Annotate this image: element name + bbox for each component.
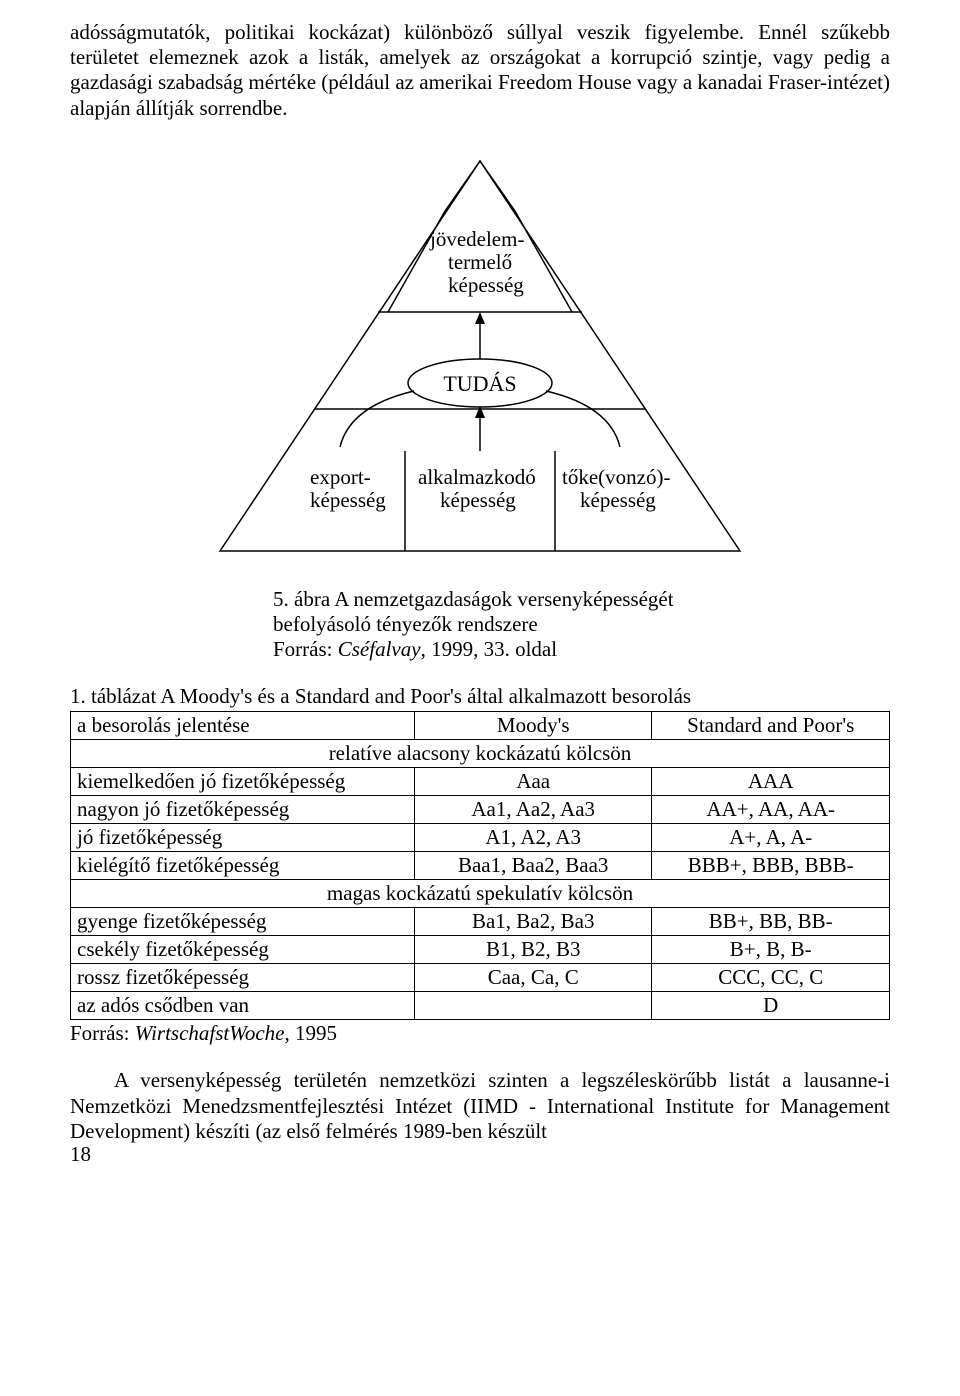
table-cell: rossz fizetőképesség [71, 964, 415, 992]
table-section: relatíve alacsony kockázatú kölcsön [71, 740, 890, 768]
figure-source-prefix: Forrás: [273, 637, 338, 661]
table-cell: BBB+, BBB, BBB- [652, 852, 890, 880]
table-cell: CCC, CC, C [652, 964, 890, 992]
table-cell: Caa, Ca, C [414, 964, 652, 992]
table-cell: AA+, AA, AA- [652, 796, 890, 824]
table-cell: Ba1, Ba2, Ba3 [414, 908, 652, 936]
table-cell: jó fizetőképesség [71, 824, 415, 852]
table-cell: Standard and Poor's [652, 712, 890, 740]
svg-text:export-: export- [310, 465, 371, 489]
figure-source-suffix: , 1999, 33. oldal [421, 637, 558, 661]
svg-text:TUDÁS: TUDÁS [443, 371, 516, 396]
table-cell: B1, B2, B3 [414, 936, 652, 964]
table-cell: kiemelkedően jó fizetőképesség [71, 768, 415, 796]
table-source: Forrás: WirtschafstWoche, 1995 [70, 1021, 890, 1046]
table-cell: B+, B, B- [652, 936, 890, 964]
table-source-prefix: Forrás: [70, 1021, 135, 1045]
table-cell: gyenge fizetőképesség [71, 908, 415, 936]
table-cell: D [652, 992, 890, 1020]
table-cell: AAA [652, 768, 890, 796]
figure-caption: 5. ábra A nemzetgazdaságok versenyképess… [193, 587, 767, 663]
table-cell [414, 992, 652, 1020]
svg-text:képesség: képesség [440, 488, 516, 512]
table-cell: kielégítő fizetőképesség [71, 852, 415, 880]
ratings-table: a besorolás jelentéseMoody'sStandard and… [70, 711, 890, 1020]
table-source-suffix: , 1995 [284, 1021, 337, 1045]
pyramid-diagram: TUDÁS jövedelem- termelő képesség export… [70, 151, 890, 571]
table-cell: csekély fizetőképesség [71, 936, 415, 964]
svg-text:képesség: képesség [310, 488, 386, 512]
table-cell: A+, A, A- [652, 824, 890, 852]
svg-text:képesség: képesség [448, 273, 524, 297]
table-source-name: WirtschafstWoche [135, 1021, 285, 1045]
svg-text:alkalmazkodó: alkalmazkodó [418, 465, 536, 489]
figure-source-name: Cséfalvay [338, 637, 421, 661]
table-section: magas kockázatú spekulatív kölcsön [71, 880, 890, 908]
svg-text:tőke(vonzó)-: tőke(vonzó)- [562, 465, 670, 489]
table-cell: Aa1, Aa2, Aa3 [414, 796, 652, 824]
svg-text:jövedelem-: jövedelem- [429, 227, 524, 251]
table-cell: nagyon jó fizetőképesség [71, 796, 415, 824]
page-number: 18 [70, 1142, 890, 1167]
paragraph-closing: A versenyképesség területén nemzetközi s… [70, 1068, 890, 1144]
table-cell: Baa1, Baa2, Baa3 [414, 852, 652, 880]
table-cell: Aaa [414, 768, 652, 796]
paragraph-intro: adósságmutatók, politikai kockázat) külö… [70, 20, 890, 121]
table-cell: az adós csődben van [71, 992, 415, 1020]
table-cell: Moody's [414, 712, 652, 740]
table-cell: BB+, BB, BB- [652, 908, 890, 936]
svg-text:képesség: képesség [580, 488, 656, 512]
svg-text:termelő: termelő [448, 250, 512, 274]
table-title: 1. táblázat A Moody's és a Standard and … [70, 684, 890, 709]
table-cell: a besorolás jelentése [71, 712, 415, 740]
table-cell: A1, A2, A3 [414, 824, 652, 852]
figure-caption-text: 5. ábra A nemzetgazdaságok versenyképess… [273, 587, 674, 636]
